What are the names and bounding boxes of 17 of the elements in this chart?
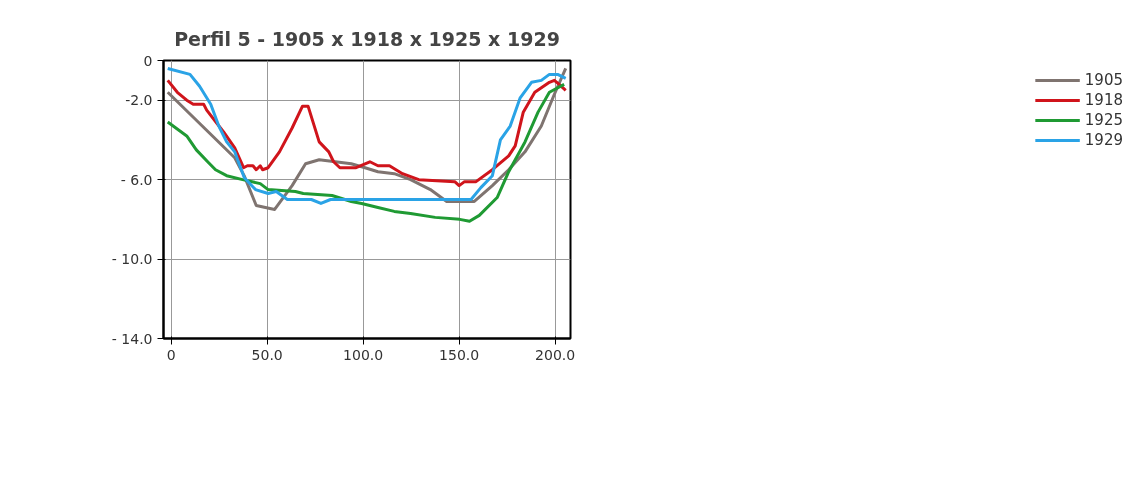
- y-tick-label: -2.0: [125, 92, 153, 109]
- y-tick-label: - 14.0: [111, 330, 153, 347]
- x-tick-label: 0: [166, 346, 176, 363]
- legend-label: 1905: [1084, 71, 1123, 89]
- x-tick-label: 200.0: [535, 346, 576, 363]
- y-tick-label: - 6.0: [120, 171, 153, 188]
- x-tick-label: 150.0: [439, 346, 480, 363]
- legend-label: 1925: [1084, 111, 1123, 129]
- chart-title: Perfil 5 - 1905 x 1918 x 1925 x 1929: [174, 27, 560, 50]
- line-series: [166, 78, 568, 188]
- legend-label: 1918: [1084, 91, 1123, 109]
- y-tick-label: 0: [143, 52, 153, 69]
- x-tick-label: 100.0: [343, 346, 384, 363]
- legend-label: 1929: [1084, 131, 1123, 149]
- x-tick-label: 50.0: [251, 346, 283, 363]
- line-series: [166, 82, 566, 223]
- y-tick-label: - 10.0: [111, 251, 153, 268]
